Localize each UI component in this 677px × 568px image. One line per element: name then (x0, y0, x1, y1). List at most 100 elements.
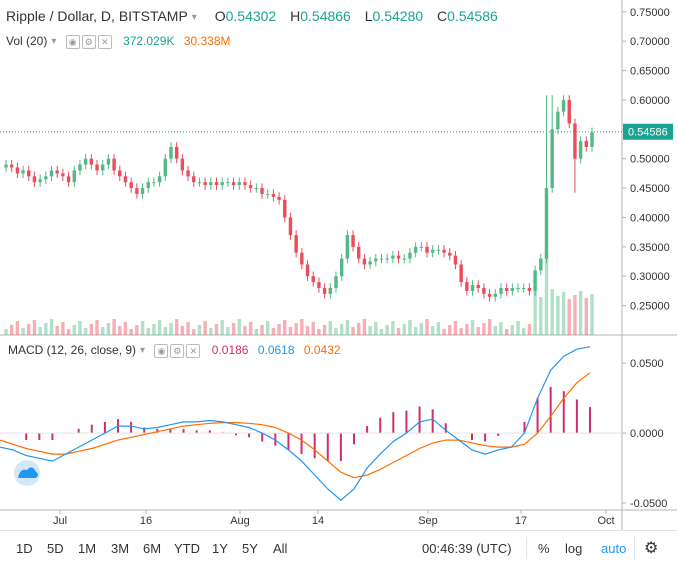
volume-bar (322, 325, 327, 335)
volume-bar (186, 322, 190, 335)
volume-bar (32, 320, 37, 335)
candle-body (317, 282, 321, 288)
candle-body (288, 217, 293, 236)
candle-body (385, 258, 389, 260)
close-value: 0.54586 (447, 8, 498, 24)
volume-label[interactable]: Vol (20) (6, 34, 48, 48)
volume-bar (504, 329, 509, 335)
candle-body (271, 193, 276, 197)
volume-ma-value: 30.338M (183, 34, 231, 48)
candle-body (174, 146, 179, 159)
candle-body (425, 246, 429, 253)
candle-body (55, 170, 59, 174)
symbol-title[interactable]: Ripple / Dollar, D, BITSTAMP (6, 8, 188, 24)
volume-bar (544, 253, 549, 335)
candle-body (129, 182, 133, 189)
range-ytd[interactable]: YTD (174, 541, 200, 556)
macd-label[interactable]: MACD (12, 26, close, 9) (8, 343, 137, 357)
volume-bar (180, 326, 185, 335)
log-toggle[interactable]: log (565, 541, 583, 556)
candle-body (277, 196, 281, 200)
volume-bar (163, 327, 168, 335)
volume-bar (510, 325, 515, 335)
volume-bar (254, 329, 259, 335)
macd-signal-value: 0.0432 (303, 343, 341, 357)
range-1y[interactable]: 1Y (212, 541, 228, 556)
eye-icon[interactable]: ◉ (65, 34, 80, 49)
volume-bar (192, 329, 196, 335)
range-1d[interactable]: 1D (16, 541, 33, 556)
time-tick-label: Aug (230, 515, 250, 527)
volume-bar (44, 323, 48, 335)
candle-body (436, 249, 441, 251)
caret-down-icon[interactable]: ▾ (51, 36, 57, 48)
volume-bar (357, 323, 361, 335)
price-tick-label: 0.70000 (630, 36, 670, 48)
candle-body (21, 170, 25, 174)
price-tick-label: 0.30000 (630, 271, 670, 283)
range-all[interactable]: All (273, 541, 288, 556)
candle-body (118, 170, 122, 177)
eye-icon[interactable]: ◉ (154, 343, 169, 358)
close-icon[interactable]: ✕ (186, 343, 201, 358)
volume-bar (522, 328, 526, 335)
high-label: H (290, 8, 301, 24)
macd-line (0, 346, 591, 501)
volume-bar (123, 322, 128, 335)
candle-body (305, 264, 310, 277)
close-icon[interactable]: ✕ (97, 34, 112, 49)
volume-bar (305, 326, 310, 335)
candle-body (9, 164, 14, 168)
volume-bar (345, 320, 350, 335)
volume-bar (118, 326, 122, 335)
settings-icon[interactable]: ⚙ (170, 343, 185, 358)
volume-bar (584, 298, 589, 335)
volume-bar (152, 324, 156, 335)
volume-bar (61, 322, 65, 335)
candle-body (573, 123, 577, 159)
candle-body (49, 170, 54, 177)
candle-body (44, 176, 48, 180)
logo-cloud-icon (18, 467, 38, 478)
candle-body (357, 246, 361, 259)
utc-clock[interactable]: 00:46:39 (UTC) (422, 541, 512, 556)
candle-body (294, 235, 298, 253)
volume-bar (129, 329, 133, 335)
bottom-toolbar: 1D 5D 1M 3M 6M YTD 1Y 5Y All 00:46:39 (U… (0, 530, 677, 567)
caret-down-icon[interactable]: ▾ (191, 11, 197, 23)
candle-body (448, 252, 452, 256)
volume-bar (442, 329, 446, 335)
candle-body (260, 188, 264, 194)
volume-bar (27, 324, 31, 335)
volume-bar (425, 319, 429, 335)
settings-icon[interactable]: ⚙ (81, 34, 96, 49)
range-6m[interactable]: 6M (143, 541, 162, 556)
volume-bar (368, 326, 372, 335)
auto-toggle[interactable]: auto (601, 541, 627, 556)
candle-body (567, 99, 571, 124)
range-3m[interactable]: 3M (111, 541, 130, 556)
volume-bar (311, 322, 315, 335)
range-1m[interactable]: 1M (78, 541, 97, 556)
volume-bar (288, 327, 293, 335)
settings-gear-icon[interactable]: ⚙ (644, 540, 659, 557)
percent-toggle[interactable]: % (538, 541, 550, 556)
price-tick-label: 0.60000 (630, 95, 670, 107)
caret-down-icon[interactable]: ▾ (140, 345, 146, 357)
chart-canvas[interactable]: 0.750000.700000.650000.600000.550000.500… (0, 0, 677, 530)
candle-body (83, 158, 88, 165)
candle-body (408, 252, 412, 259)
candle-body (283, 199, 287, 218)
volume-bar (470, 320, 475, 335)
candle-body (516, 287, 520, 289)
volume-bar (385, 325, 389, 335)
candle-body (186, 170, 190, 177)
volume-bar (362, 319, 367, 335)
last-price-tag (623, 123, 673, 140)
range-5y[interactable]: 5Y (242, 541, 258, 556)
volume-bar (550, 289, 554, 335)
open-label: O (214, 8, 226, 24)
range-5d[interactable]: 5D (47, 541, 64, 556)
candle-body (66, 176, 71, 183)
candle-body (351, 235, 355, 247)
